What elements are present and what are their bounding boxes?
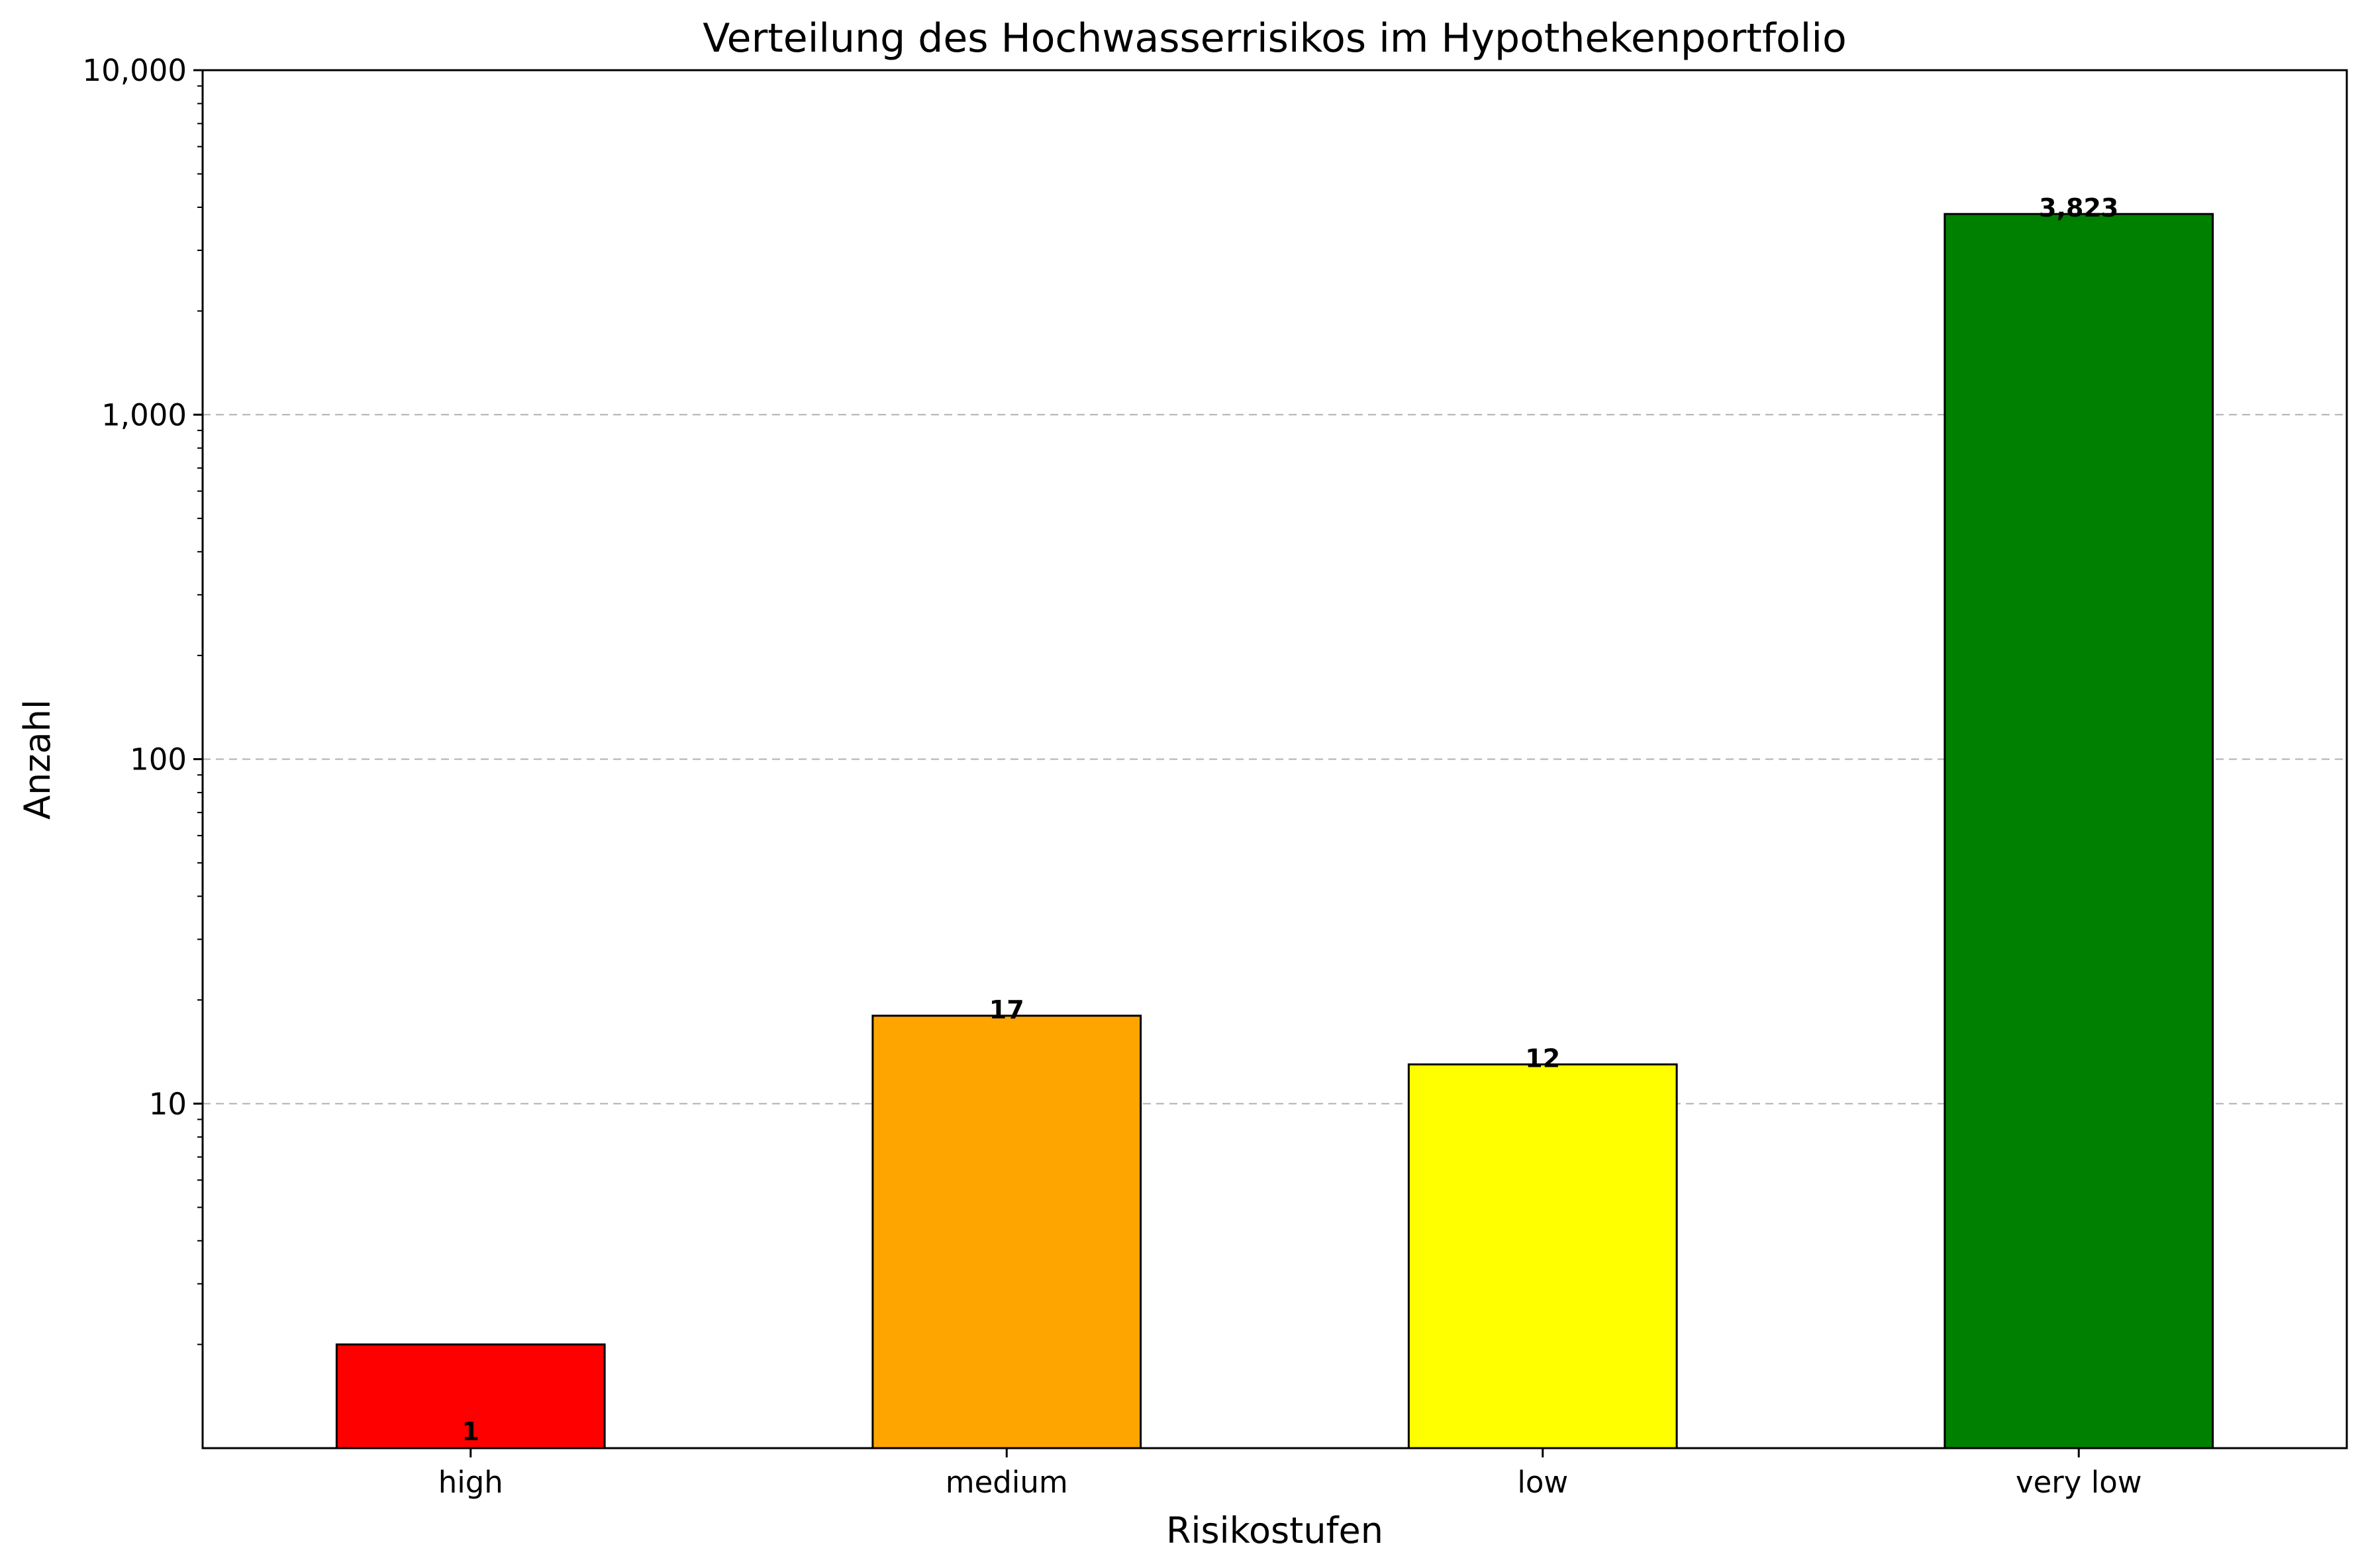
x-tick-label: very low (2016, 1465, 2142, 1500)
y-tick-label: 10 (149, 1087, 187, 1122)
y-axis-ticks: 10 100 1,000 10,000 (83, 53, 203, 1346)
data-label: 12 (1525, 1044, 1560, 1073)
data-label: 1 (462, 1417, 479, 1446)
x-tick-label: high (438, 1465, 503, 1500)
data-labels: 1 17 12 3,823 (462, 193, 2119, 1446)
data-label: 3,823 (2039, 193, 2118, 222)
x-axis-ticks: high medium low very low (438, 1448, 2142, 1500)
y-tick-label: 10,000 (83, 53, 187, 88)
bars (335, 213, 2214, 1449)
bar-very-low (1944, 213, 2214, 1449)
x-tick-label: medium (946, 1465, 1068, 1500)
bar-low (1407, 1063, 1678, 1449)
y-tick-label: 100 (130, 742, 187, 777)
y-axis-label: Anzahl (17, 699, 58, 820)
x-tick-label: low (1517, 1465, 1568, 1500)
y-tick-label: 1,000 (101, 397, 187, 432)
x-axis-label: Risikostufen (1166, 1510, 1383, 1551)
chart-title: Verteilung des Hochwasserrisikos im Hypo… (703, 15, 1846, 62)
data-label: 17 (989, 995, 1024, 1024)
bar-medium (871, 1014, 1142, 1449)
bar-high (335, 1343, 606, 1449)
